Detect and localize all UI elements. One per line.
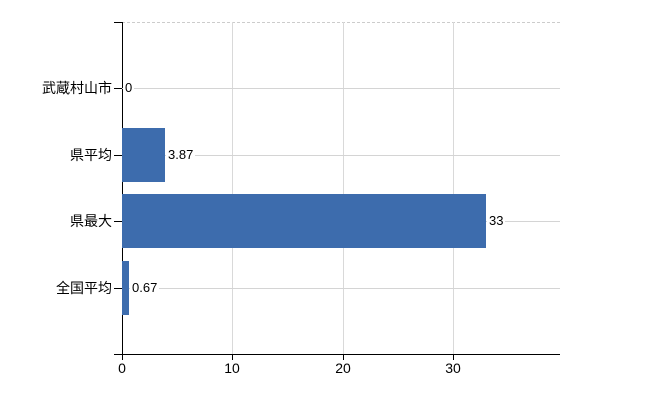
category-label: 県平均 <box>70 147 112 163</box>
y-axis-top-tick <box>114 22 122 23</box>
plot-top-border <box>122 22 560 23</box>
x-axis-tick <box>122 354 123 360</box>
x-axis-tick <box>453 354 454 360</box>
x-axis-tick <box>232 354 233 360</box>
x-axis-tick <box>343 354 344 360</box>
bar-value-label: 0.67 <box>130 279 160 297</box>
category-row-line <box>122 88 560 89</box>
y-axis-tick <box>114 155 122 156</box>
bar-value-label: 0 <box>123 79 135 97</box>
category-label: 全国平均 <box>56 280 112 296</box>
bar <box>122 194 486 248</box>
category-row-line <box>122 155 560 156</box>
plot-area: 0 3.87 33 0.67 <box>122 22 560 354</box>
category-label: 武蔵村山市 <box>42 80 112 96</box>
bar <box>122 128 165 182</box>
vertical-gridline-10 <box>232 22 233 354</box>
y-axis-tick <box>114 88 122 89</box>
vertical-gridline-30 <box>453 22 454 354</box>
x-axis-line <box>114 354 560 355</box>
x-tick-label: 20 <box>335 360 351 376</box>
bar-value-label: 33 <box>487 212 506 230</box>
category-row-line <box>122 288 560 289</box>
x-tick-label: 10 <box>224 360 240 376</box>
y-axis-tick <box>114 288 122 289</box>
x-tick-label: 0 <box>118 360 126 376</box>
x-tick-label: 30 <box>445 360 461 376</box>
y-axis-tick <box>114 221 122 222</box>
bar <box>122 261 129 315</box>
vertical-gridline-20 <box>343 22 344 354</box>
bar-value-label: 3.87 <box>166 146 196 164</box>
y-axis-line <box>122 22 123 355</box>
category-label: 県最大 <box>70 213 112 229</box>
